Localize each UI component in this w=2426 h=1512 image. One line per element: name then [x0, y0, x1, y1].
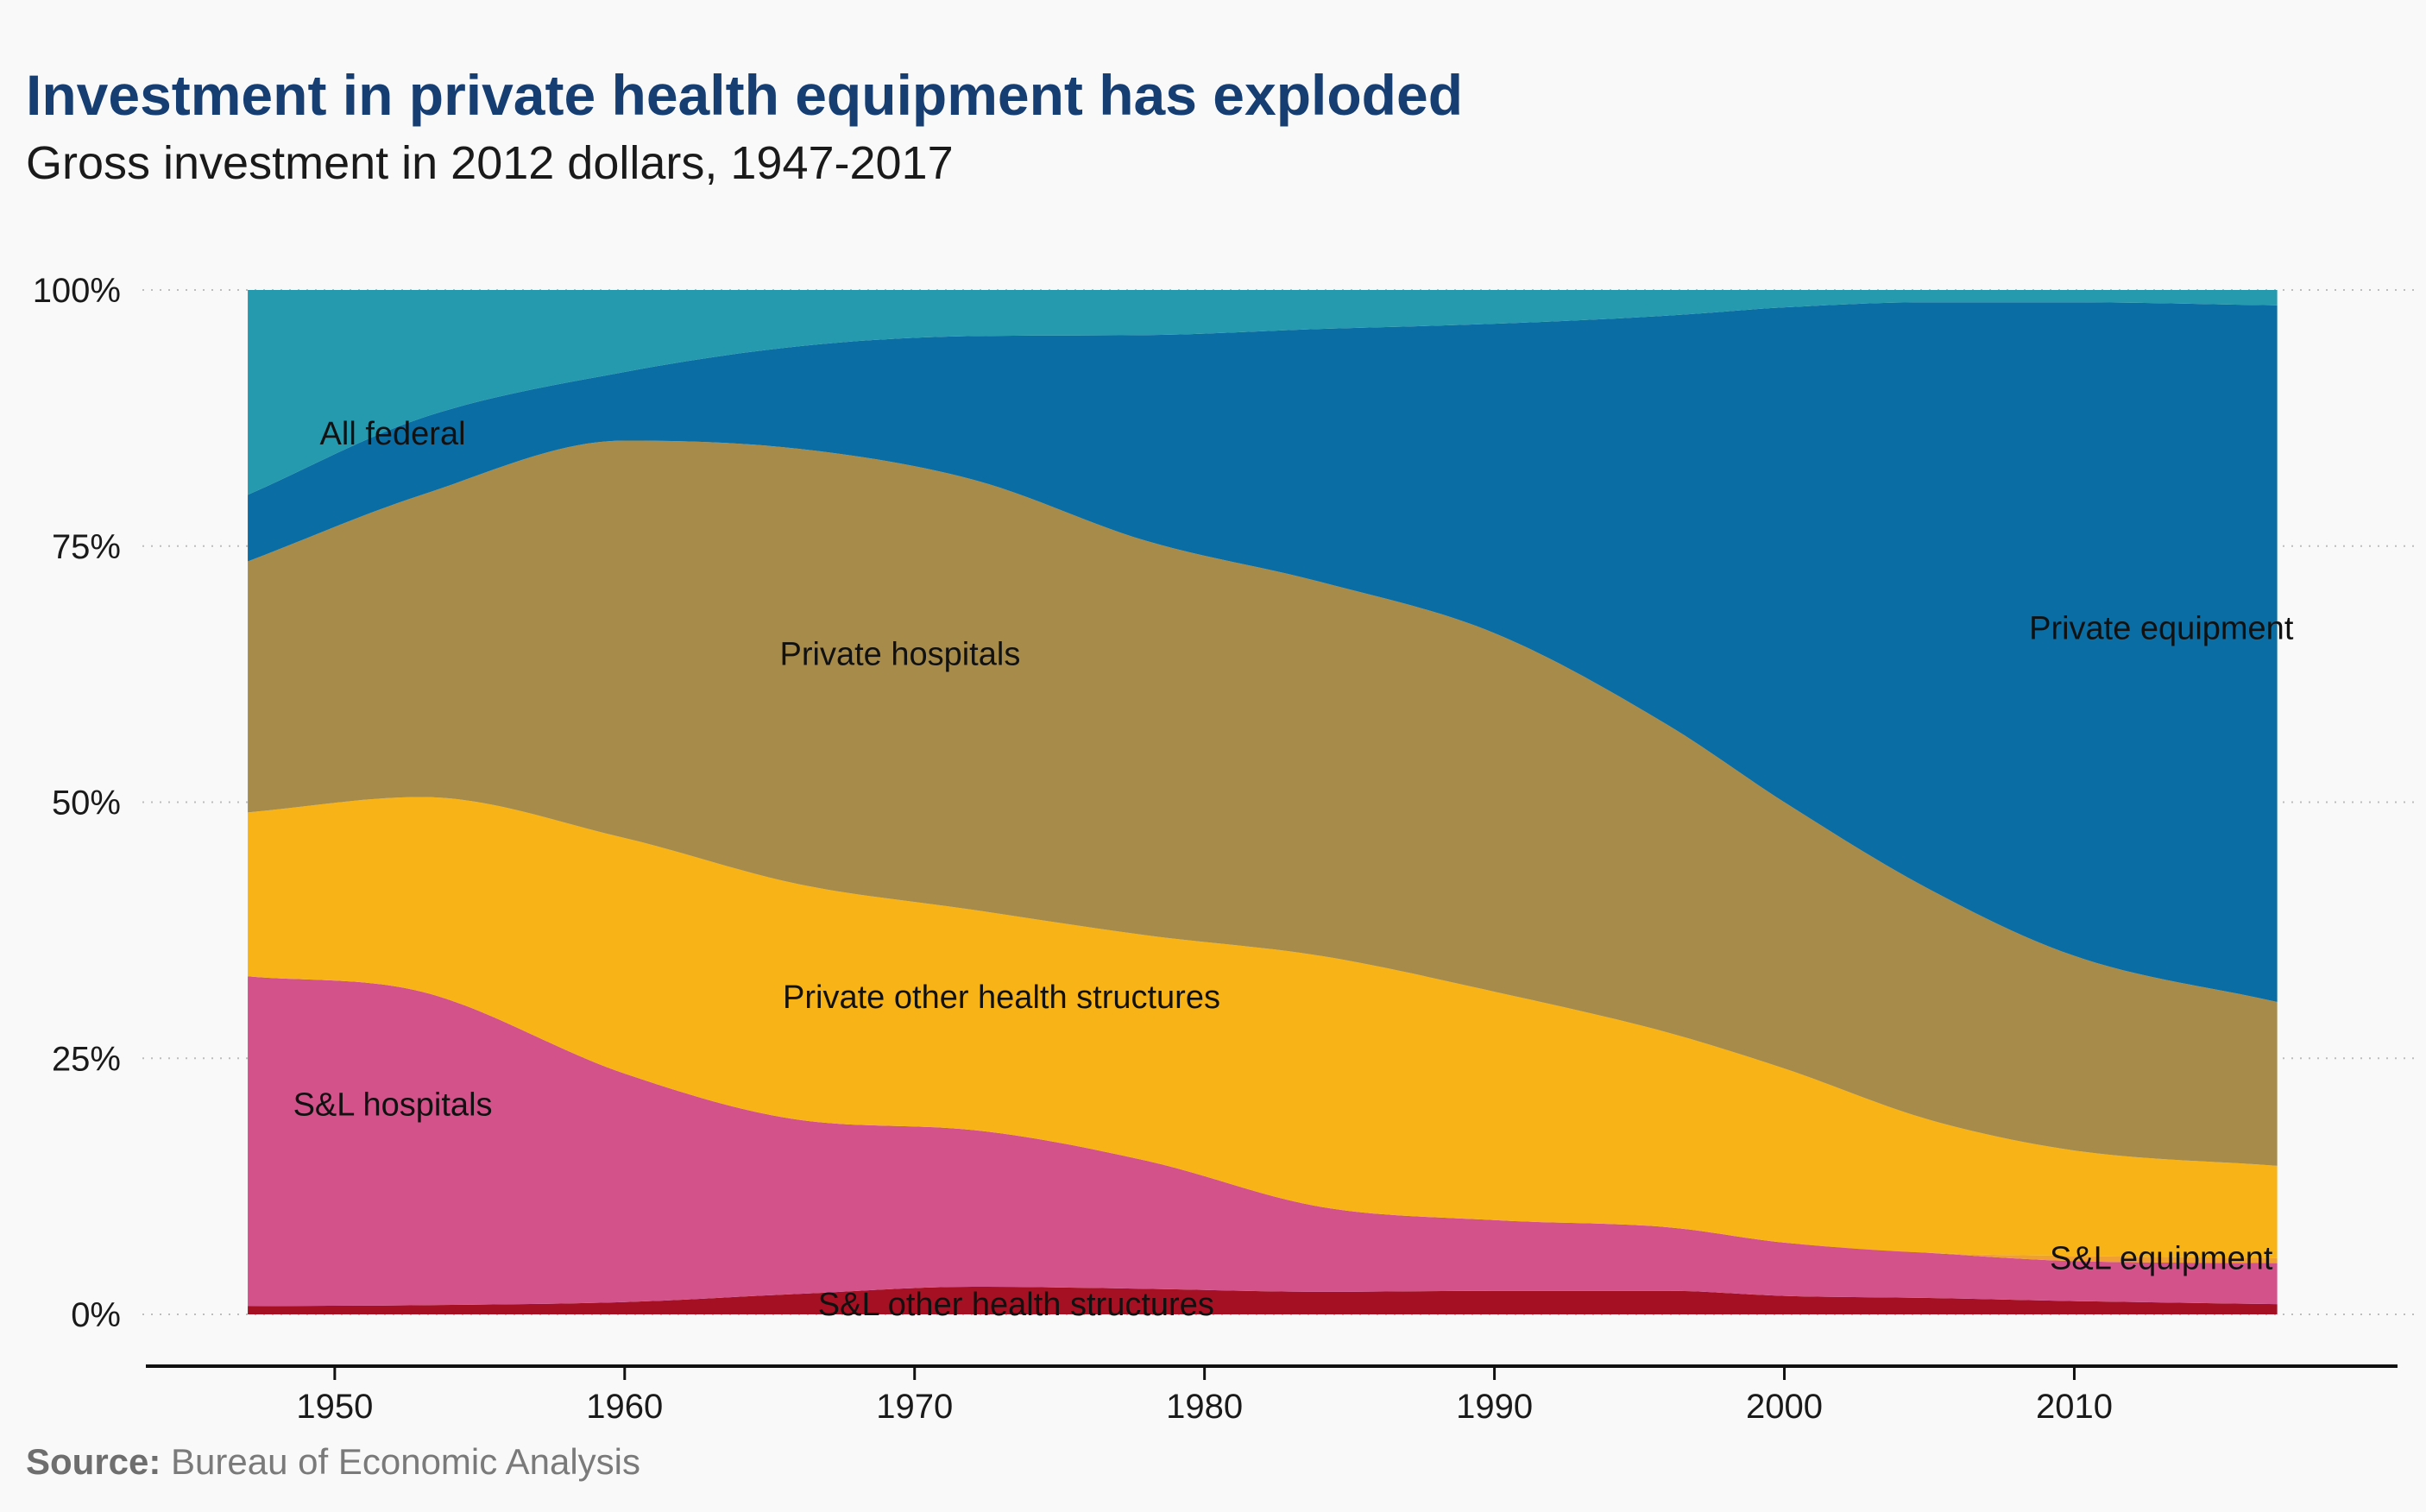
area-label: All federal — [320, 416, 466, 452]
x-tick-label: 1970 — [876, 1388, 953, 1426]
area-label: S&L equipment — [2050, 1241, 2273, 1277]
x-tick-label: 2010 — [2036, 1388, 2113, 1426]
area-label: Private equipment — [2029, 611, 2294, 647]
y-tick-label: 75% — [52, 528, 121, 566]
x-tick-label: 1980 — [1166, 1388, 1243, 1426]
area-s-l-hospitals — [248, 976, 2278, 1307]
y-tick-label: 50% — [52, 784, 121, 822]
area-label: S&L other health structures — [818, 1287, 1214, 1323]
area-private-equipment — [248, 302, 2278, 1002]
axes: 0% 25% 50% 75% 100% 1950 1960 1970 1980 1990 2000 2… — [33, 272, 2398, 1426]
y-tick-label: 25% — [52, 1040, 121, 1078]
source-text: Bureau of Economic Analysis — [161, 1441, 640, 1482]
area-s-l-other-health-structures — [248, 1286, 2278, 1314]
area-label: Private other health structures — [783, 980, 1220, 1016]
area-all-federal — [248, 290, 2278, 495]
area-label: S&L hospitals — [293, 1087, 493, 1124]
area-label: Private hospitals — [780, 636, 1021, 672]
source-label: Source: — [26, 1441, 161, 1482]
x-tick-label: 2000 — [1746, 1388, 1823, 1426]
area-private-hospitals — [248, 440, 2278, 1166]
y-tick-label: 100% — [33, 272, 121, 310]
chart-subtitle: Gross investment in 2012 dollars, 1947-2… — [26, 137, 954, 189]
area-labels: All federal Private hospitals Private othe… — [293, 416, 2294, 1323]
area-layers — [248, 290, 2278, 1314]
y-tick-label: 0% — [71, 1296, 121, 1334]
x-tick-label: 1990 — [1456, 1388, 1533, 1426]
x-tick-label: 1960 — [586, 1388, 663, 1426]
source-note: Source: Bureau of Economic Analysis — [26, 1441, 640, 1483]
area-private-other-health-structures — [248, 797, 2278, 1258]
chart-title: Investment in private health equipment h… — [26, 63, 1464, 127]
x-tick-label: 1950 — [296, 1388, 373, 1426]
